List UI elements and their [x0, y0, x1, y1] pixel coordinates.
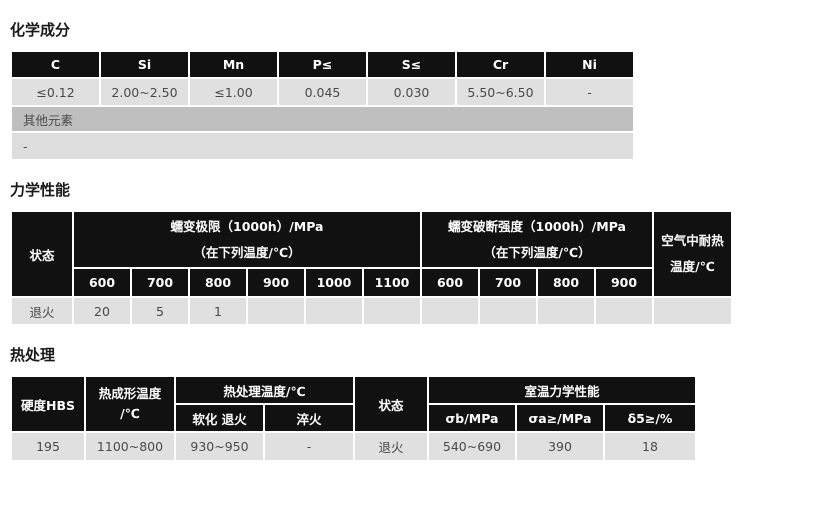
header-cell-state: 状态	[355, 377, 427, 431]
table-row: 195 1100~800 930~950 - 退火 540~690 390 18	[12, 433, 695, 460]
data-cell: 390	[517, 433, 603, 460]
temp-header-cell: 900	[248, 269, 304, 296]
header-cell-treatment-temp-group: 热处理温度/℃	[176, 377, 353, 403]
header-cell-si: Si	[101, 52, 188, 77]
data-cell: 5.50~6.50	[457, 79, 544, 105]
table-row: ≤0.12 2.00~2.50 ≤1.00 0.045 0.030 5.50~6…	[12, 79, 633, 105]
header-cell-s: S≤	[368, 52, 455, 77]
data-cell	[480, 298, 536, 324]
temperature-header-row: 600 700 800 900 1000 1100 600 700 800 90…	[12, 269, 731, 296]
other-elements-row: 其他元素	[12, 107, 633, 131]
section-title-mechanical-properties: 力学性能	[10, 181, 71, 199]
data-cell: ≤1.00	[190, 79, 277, 105]
data-cell	[306, 298, 362, 324]
data-cell: 退火	[355, 433, 427, 460]
creep-limit-line1: 蠕变极限（1000h）/MPa	[170, 218, 324, 234]
data-cell: 540~690	[429, 433, 515, 460]
sub-header-row: 软化 退火 淬火 σb/MPa σa≥/MPa δ5≥/%	[12, 405, 695, 431]
heat-resistance-line2: 温度/℃	[670, 259, 715, 274]
data-cell	[654, 298, 731, 324]
data-cell: 20	[74, 298, 130, 324]
forming-temp-line1: 热成形温度	[98, 386, 162, 401]
data-cell: 1100~800	[86, 433, 174, 460]
header-cell-sigma-a: σa≥/MPa	[517, 405, 603, 431]
data-cell: 0.030	[368, 79, 455, 105]
forming-temp-line2: /℃	[120, 406, 140, 421]
header-cell-room-temp-group: 室温力学性能	[429, 377, 695, 403]
table-header-row: C Si Mn P≤ S≤ Cr Ni	[12, 52, 633, 77]
data-cell: ≤0.12	[12, 79, 99, 105]
data-cell: 195	[12, 433, 84, 460]
state-cell: 退火	[12, 298, 72, 324]
header-cell-p: P≤	[279, 52, 366, 77]
header-cell-rupture-strength: 蠕变破断强度（1000h）/MPa （在下列温度/℃）	[422, 212, 652, 267]
data-cell: 1	[190, 298, 246, 324]
data-cell	[422, 298, 478, 324]
other-elements-value-row: -	[12, 133, 633, 159]
data-cell: 2.00~2.50	[101, 79, 188, 105]
rupture-strength-line1: 蠕变破断强度（1000h）/MPa	[448, 218, 626, 234]
other-elements-value: -	[12, 133, 633, 159]
temp-header-cell: 600	[422, 269, 478, 296]
header-cell-creep-limit: 蠕变极限（1000h）/MPa （在下列温度/℃）	[74, 212, 420, 267]
group-header-row: 状态 蠕变极限（1000h）/MPa （在下列温度/℃） 蠕变破断强度（1000…	[12, 212, 731, 296]
creep-limit-line2: （在下列温度/℃）	[193, 244, 301, 260]
header-cell-delta5: δ5≥/%	[605, 405, 695, 431]
temp-header-cell: 800	[538, 269, 594, 296]
section-title-chemical-composition: 化学成分	[10, 21, 71, 39]
group-header-row: 硬度HBS 热成形温度 /℃ 热处理温度/℃ 状态 室温力学性能	[12, 377, 695, 431]
temp-header-cell: 700	[480, 269, 536, 296]
header-cell-heat-resistance: 空气中耐热 温度/℃	[654, 212, 731, 296]
header-cell-c: C	[12, 52, 99, 77]
data-cell	[364, 298, 420, 324]
section-title-heat-treatment: 热处理	[10, 346, 56, 364]
data-cell	[248, 298, 304, 324]
data-cell	[596, 298, 652, 324]
data-cell: 5	[132, 298, 188, 324]
temp-header-cell: 700	[132, 269, 188, 296]
chemical-composition-table: C Si Mn P≤ S≤ Cr Ni ≤0.12 2.00~2.50 ≤1.0…	[10, 50, 635, 161]
table-row: 退火 20 5 1	[12, 298, 731, 324]
mechanical-properties-table: 状态 蠕变极限（1000h）/MPa （在下列温度/℃） 蠕变破断强度（1000…	[10, 210, 733, 326]
data-cell: 18	[605, 433, 695, 460]
datasheet-page: 化学成分 C Si Mn P≤ S≤ Cr Ni ≤0.12 2.00~2.50…	[0, 22, 840, 462]
rupture-strength-line2: （在下列温度/℃）	[483, 244, 591, 260]
heat-treatment-table: 硬度HBS 热成形温度 /℃ 热处理温度/℃ 状态 室温力学性能 软化 退火 淬…	[10, 375, 697, 462]
data-cell: -	[546, 79, 633, 105]
header-cell-quench: 淬火	[265, 405, 353, 431]
header-cell-sigma-b: σb/MPa	[429, 405, 515, 431]
header-cell-state: 状态	[12, 212, 72, 296]
other-elements-label: 其他元素	[12, 107, 633, 131]
header-cell-hardness: 硬度HBS	[12, 377, 84, 431]
header-cell-mn: Mn	[190, 52, 277, 77]
temp-header-cell: 800	[190, 269, 246, 296]
temp-header-cell: 900	[596, 269, 652, 296]
temp-header-cell: 1000	[306, 269, 362, 296]
header-cell-soften-anneal: 软化 退火	[176, 405, 263, 431]
data-cell: 930~950	[176, 433, 263, 460]
heat-resistance-line1: 空气中耐热	[661, 233, 724, 248]
temp-header-cell: 600	[74, 269, 130, 296]
header-cell-ni: Ni	[546, 52, 633, 77]
data-cell: -	[265, 433, 353, 460]
data-cell: 0.045	[279, 79, 366, 105]
header-cell-cr: Cr	[457, 52, 544, 77]
temp-header-cell: 1100	[364, 269, 420, 296]
header-cell-forming-temp: 热成形温度 /℃	[86, 377, 174, 431]
data-cell	[538, 298, 594, 324]
